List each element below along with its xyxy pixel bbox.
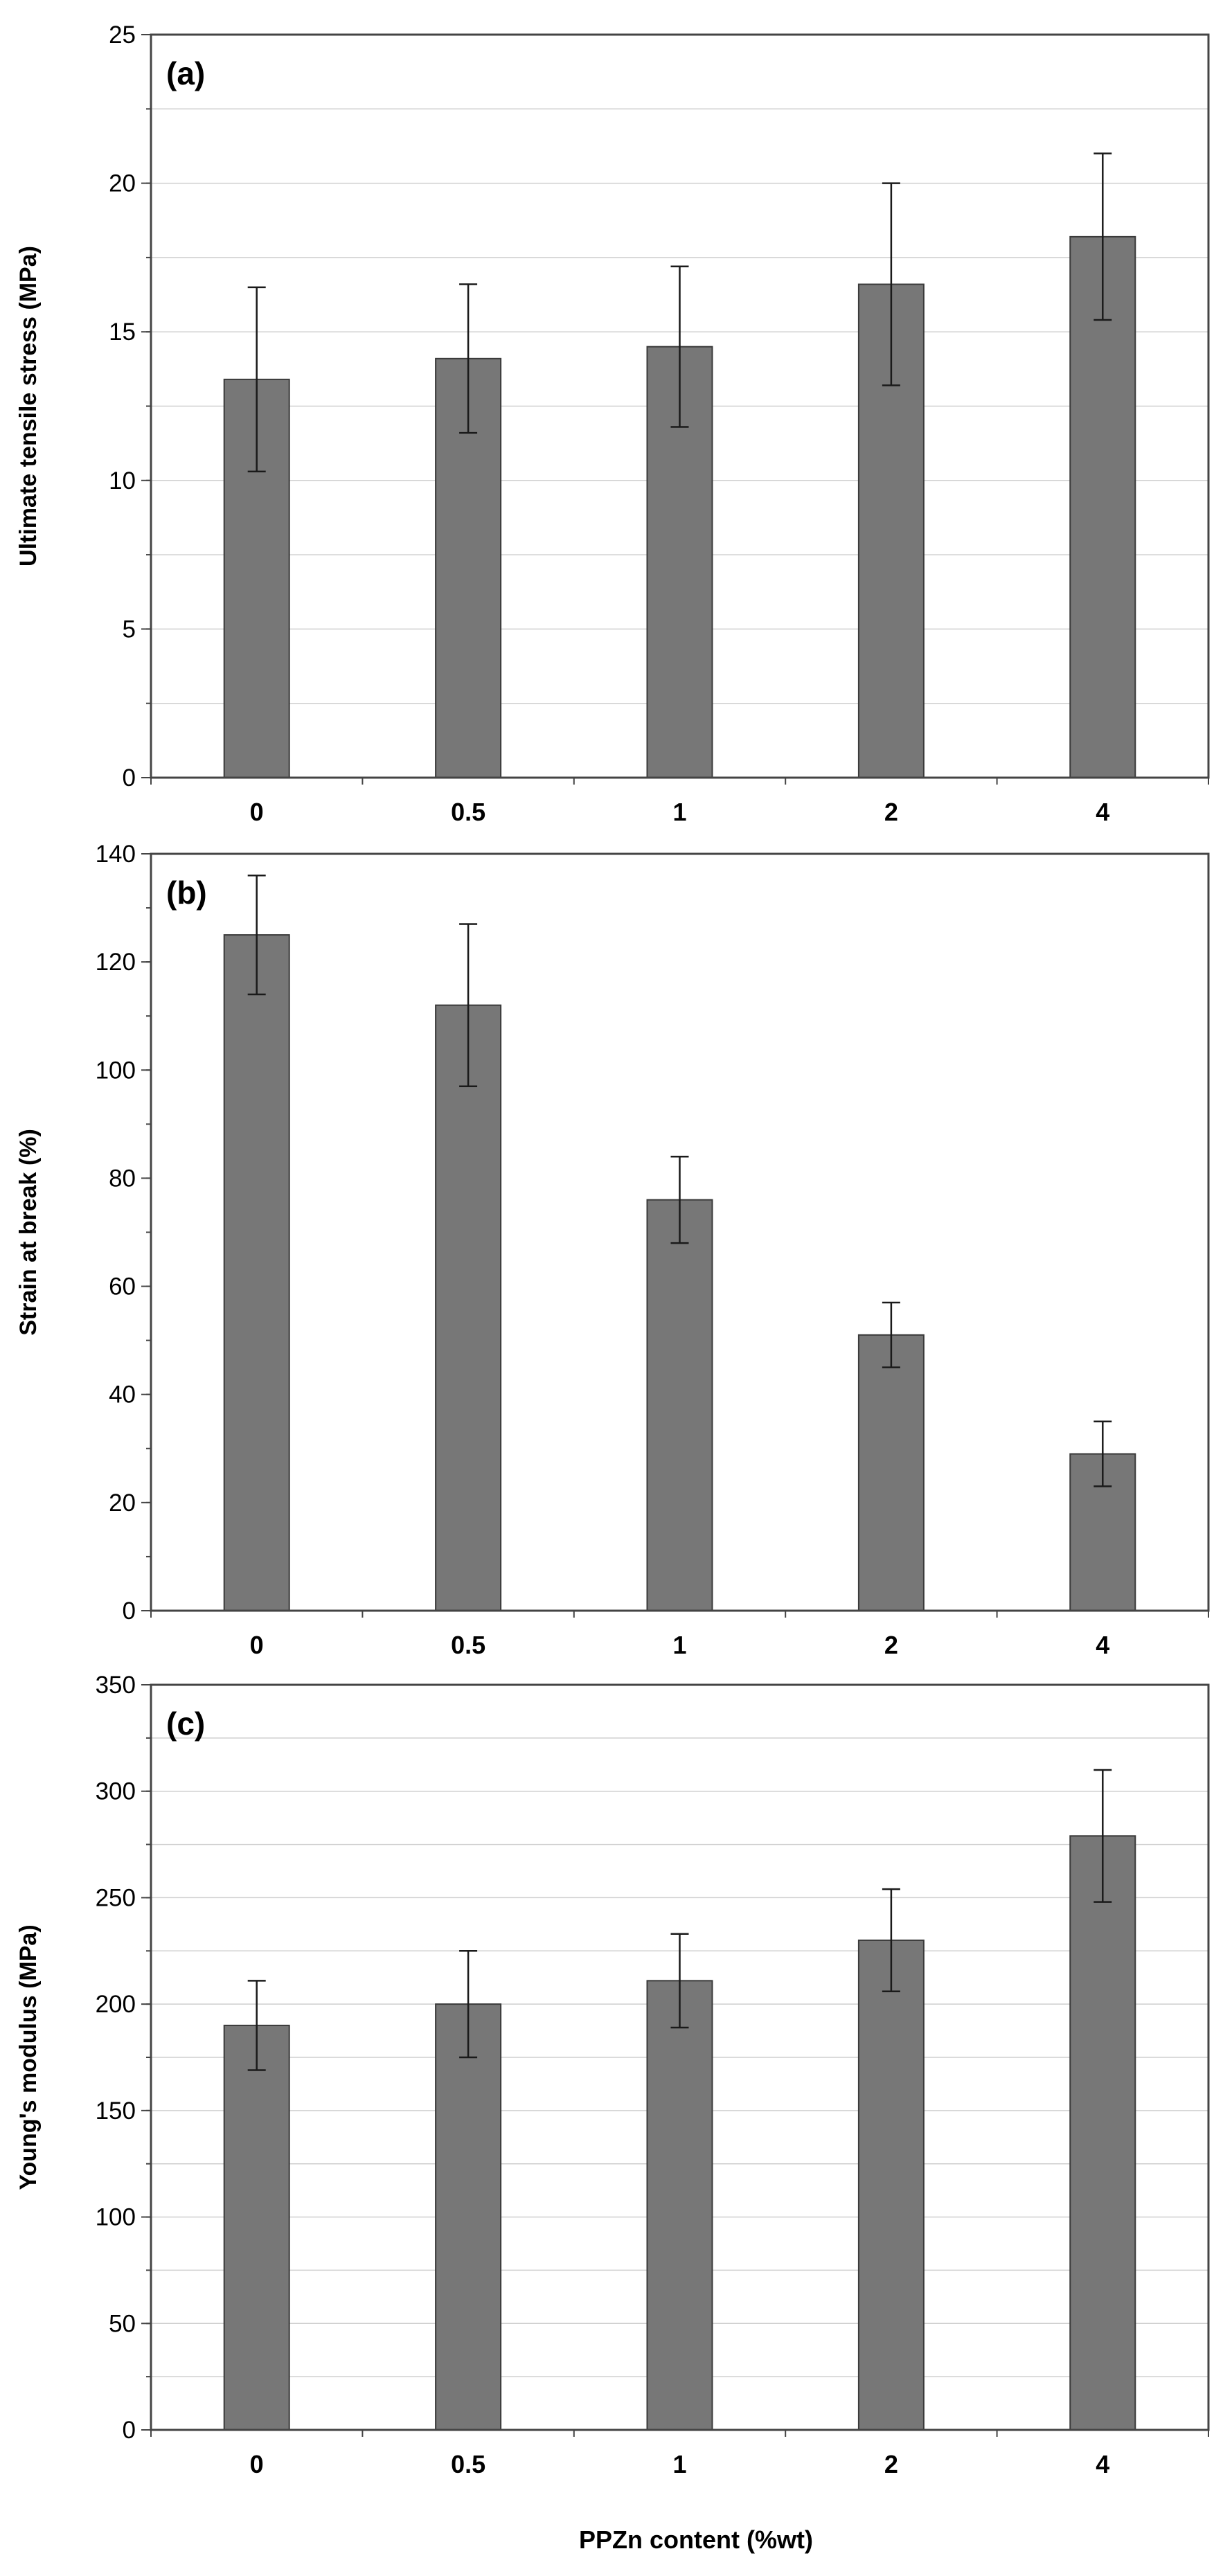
x-tick-label-a: 0.5 [451,798,485,826]
panel-label-a: (a) [166,55,205,91]
x-tick-label-c: 0 [250,2450,264,2478]
plot-frame-b [150,852,1210,1612]
y-tick-label-b: 60 [109,1273,136,1300]
x-tick-label-b: 2 [884,1631,898,1659]
x-tick-label-a: 1 [672,798,686,826]
x-tick-label-c: 0.5 [451,2450,485,2478]
y-axis-title-b: Strain at break (%) [15,1129,42,1336]
bar-b-1 [435,1004,502,1611]
x-tick-label-b: 0.5 [451,1631,485,1659]
panel-b: 0 20 40 60 80 100 120 140 0 0.5 1 2 4 (b) Strain at br… [15,841,1210,1659]
panel-a: 0 5 10 15 20 25 0 0.5 1 2 4 (a) Ultimate tensile str… [15,21,1210,826]
panel-label-b: (b) [166,875,207,911]
y-tick-label-a: 5 [123,616,136,643]
y-tick-label-c: 0 [123,2417,136,2444]
x-tick-label-a: 0 [250,798,264,826]
y-tick-label-a: 25 [109,21,136,48]
y-tick-label-c: 250 [96,1884,136,1911]
x-tick-label-b: 4 [1096,1631,1109,1659]
plot-frame-a [150,33,1210,779]
y-tick-label-b: 0 [123,1598,136,1625]
y-tick-label-b: 20 [109,1490,136,1517]
bar-c-0 [223,2024,290,2431]
bar-a-4 [1069,235,1136,778]
bar-c-4 [1069,1835,1136,2431]
x-tick-label-c: 4 [1096,2450,1109,2478]
x-tick-label-c: 2 [884,2450,898,2478]
x-tick-label-a: 2 [884,798,898,826]
x-tick-label-c: 1 [672,2450,686,2478]
y-tick-label-b: 120 [96,949,136,976]
bar-b-2 [646,1199,713,1611]
y-tick-label-c: 350 [96,1672,136,1699]
y-tick-label-c: 100 [96,2204,136,2231]
x-tick-label-a: 4 [1096,798,1109,826]
y-axis-title-c: Young's modulus (MPa) [15,1924,42,2190]
panel-c: 0 50 100 150 200 250 300 350 0 0.5 1 2 4 (c) Young's m… [15,1672,1210,2478]
y-tick-label-c: 50 [109,2310,136,2337]
y-tick-label-c: 300 [96,1778,136,1805]
y-tick-label-a: 15 [109,319,136,346]
x-axis-title: PPZn content (%wt) [579,2525,813,2554]
panel-label-c: (c) [166,1706,205,1742]
plot-frame-c [150,1683,1210,2431]
y-tick-label-b: 40 [109,1381,136,1408]
y-tick-label-c: 150 [96,2098,136,2125]
y-tick-label-b: 100 [96,1057,136,1084]
x-tick-label-b: 1 [672,1631,686,1659]
bar-b-3 [857,1334,925,1611]
bar-c-2 [646,1980,713,2431]
bar-c-3 [857,1939,925,2431]
x-tick-label-b: 0 [250,1631,264,1659]
y-tick-label-a: 10 [109,467,136,494]
y-axis-title-a: Ultimate tensile stress (MPa) [15,246,42,566]
y-tick-label-a: 20 [109,170,136,197]
y-tick-label-c: 200 [96,1991,136,2018]
y-tick-label-a: 0 [123,764,136,791]
bar-b-0 [223,934,290,1612]
bar-c-1 [435,2003,502,2431]
y-tick-label-b: 80 [109,1165,136,1192]
y-tick-label-b: 140 [96,841,136,868]
